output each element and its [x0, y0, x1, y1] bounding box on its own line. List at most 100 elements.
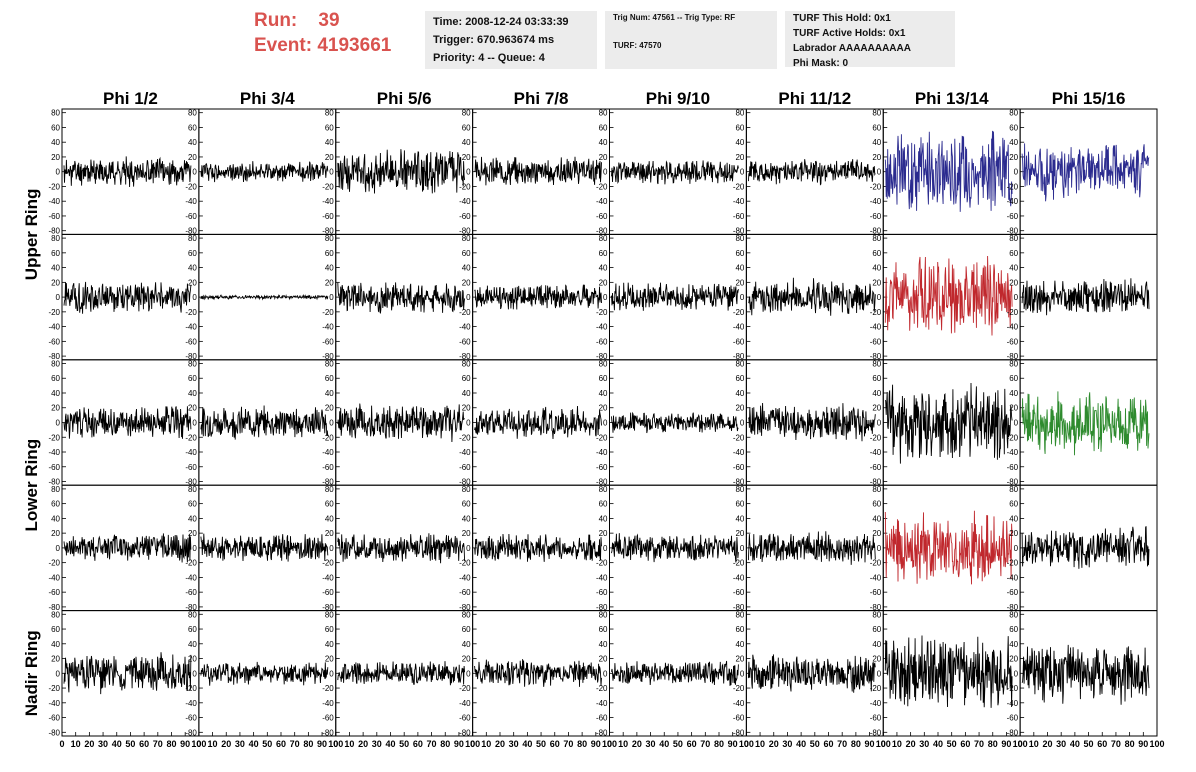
labrador-text: Labrador AAAAAAAAAA: [793, 43, 911, 54]
x-tick-label: 70: [700, 739, 710, 749]
y-tick-label: -40: [185, 699, 197, 708]
x-tick-label: 90: [317, 739, 327, 749]
y-tick-label: 80: [735, 234, 744, 243]
y-tick-label: -60: [733, 588, 745, 597]
y-tick-label: -80: [322, 352, 334, 361]
y-tick-label: -60: [733, 212, 745, 221]
waveform-trace: [611, 160, 739, 185]
y-tick-label: 60: [599, 500, 608, 509]
waveform-trace: [337, 533, 466, 564]
y-tick-label: 0: [192, 168, 197, 177]
y-tick-label: 60: [1009, 249, 1018, 258]
y-tick-label: 0: [1014, 293, 1019, 302]
y-tick-label: 0: [740, 419, 745, 428]
y-tick-label: 40: [1009, 138, 1018, 147]
waveform-trace: [1021, 143, 1150, 202]
y-tick-label: 20: [188, 153, 197, 162]
y-tick-label: -40: [322, 699, 334, 708]
x-tick-label: 50: [536, 739, 546, 749]
y-tick-label: -20: [870, 684, 882, 693]
x-tick-label: 100: [465, 739, 480, 749]
y-tick-label: 40: [735, 389, 744, 398]
column-header: Phi 15/16: [1052, 89, 1126, 108]
y-tick-label: -20: [459, 433, 471, 442]
x-tick-label: 90: [1001, 739, 1011, 749]
x-tick-label: 0: [881, 739, 886, 749]
x-tick-label: 40: [522, 739, 532, 749]
y-tick-label: -40: [596, 197, 608, 206]
waveform-trace: [748, 402, 876, 442]
turf-text: TURF: 47570: [613, 41, 662, 50]
y-tick-label: 60: [872, 500, 881, 509]
turf-active-text: TURF Active Holds: 0x1: [793, 28, 906, 39]
y-tick-label: -20: [870, 308, 882, 317]
y-tick-label: 80: [325, 359, 334, 368]
waveform-trace: [884, 635, 1013, 708]
turf-hold-box: TURF This Hold: 0x1 TURF Active Holds: 0…: [785, 11, 955, 69]
x-tick-label: 80: [851, 739, 861, 749]
y-tick-label: 0: [603, 168, 608, 177]
y-tick-label: 60: [51, 374, 60, 383]
y-tick-label: 40: [51, 389, 60, 398]
x-tick-label: 80: [714, 739, 724, 749]
x-tick-label: 60: [823, 739, 833, 749]
y-tick-label: -20: [1007, 559, 1019, 568]
y-tick-label: -60: [1007, 463, 1019, 472]
y-tick-label: 0: [192, 419, 197, 428]
y-tick-label: 80: [735, 485, 744, 494]
y-tick-label: 20: [51, 404, 60, 413]
y-tick-label: 20: [51, 278, 60, 287]
y-tick-label: 20: [188, 655, 197, 664]
x-tick-label: 10: [71, 739, 81, 749]
y-tick-label: 20: [599, 529, 608, 538]
y-tick-label: 20: [1009, 655, 1018, 664]
y-tick-label: -80: [1007, 227, 1019, 236]
y-tick-label: 60: [872, 123, 881, 132]
y-tick-label: -80: [459, 728, 471, 737]
x-tick-label: 50: [399, 739, 409, 749]
y-tick-label: 80: [872, 234, 881, 243]
y-tick-label: 0: [56, 293, 61, 302]
y-tick-label: 60: [872, 625, 881, 634]
y-tick-label: 40: [51, 514, 60, 523]
x-tick-label: 0: [607, 739, 612, 749]
y-tick-label: 40: [1009, 514, 1018, 523]
y-tick-label: 60: [599, 123, 608, 132]
x-tick-label: 50: [125, 739, 135, 749]
y-tick-label: -20: [322, 684, 334, 693]
y-tick-label: 60: [188, 625, 197, 634]
y-tick-label: 40: [462, 264, 471, 273]
y-tick-label: -80: [48, 728, 60, 737]
time-trigger-box: Time: 2008-12-24 03:33:39 Trigger: 670.9…: [425, 11, 597, 69]
x-tick-label: 100: [1013, 739, 1028, 749]
y-tick-label: -40: [459, 323, 471, 332]
x-tick-label: 20: [632, 739, 642, 749]
y-tick-label: 0: [56, 669, 61, 678]
waveform-trace: [337, 661, 466, 686]
x-tick-label: 100: [328, 739, 343, 749]
phi-mask-text: Phi Mask: 0: [793, 58, 849, 69]
y-tick-label: 40: [599, 389, 608, 398]
y-tick-label: -80: [733, 352, 745, 361]
y-tick-label: -20: [185, 559, 197, 568]
y-tick-label: 40: [188, 389, 197, 398]
y-tick-label: 60: [325, 123, 334, 132]
x-tick-label: 80: [440, 739, 450, 749]
y-tick-label: 60: [462, 374, 471, 383]
y-tick-label: 40: [188, 514, 197, 523]
y-tick-label: -60: [185, 588, 197, 597]
y-tick-label: 40: [1009, 640, 1018, 649]
y-tick-label: 60: [51, 249, 60, 258]
x-tick-label: 90: [454, 739, 464, 749]
x-tick-label: 100: [602, 739, 617, 749]
y-tick-label: 40: [462, 138, 471, 147]
x-tick-label: 60: [687, 739, 697, 749]
waveform-trace: [200, 661, 329, 686]
y-tick-label: -80: [185, 478, 197, 487]
x-tick-label: 0: [59, 739, 64, 749]
y-tick-label: 0: [877, 544, 882, 553]
y-tick-label: 0: [329, 293, 334, 302]
y-tick-label: 60: [872, 374, 881, 383]
y-tick-label: 20: [1009, 278, 1018, 287]
y-tick-label: -20: [185, 433, 197, 442]
